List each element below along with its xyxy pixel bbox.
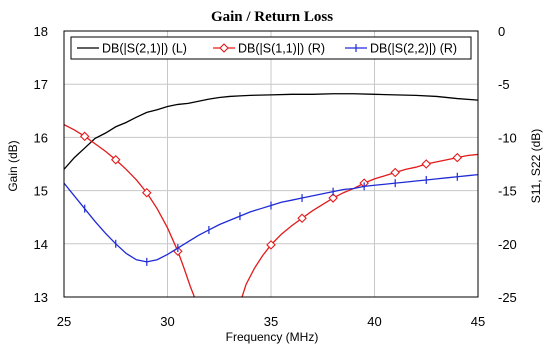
legend-item: DB(|S(2,2)|) (R) bbox=[345, 42, 457, 56]
chart-title: Gain / Return Loss bbox=[211, 9, 333, 25]
data-marker bbox=[421, 159, 432, 169]
data-marker bbox=[390, 167, 400, 178]
y-tick-label-left: 15 bbox=[34, 184, 48, 199]
data-marker bbox=[452, 152, 463, 163]
x-tick-label: 35 bbox=[264, 314, 278, 329]
y-tick-label-left: 16 bbox=[34, 130, 48, 145]
legend: DB(|S(2,1)|) (L) DB(|S(1,1)|) (R) DB(|S(2,… bbox=[70, 36, 472, 60]
y-tick-label-left: 13 bbox=[34, 290, 48, 305]
y-axis-left-title: Gain (dB) bbox=[6, 140, 20, 191]
y-tick-label-left: 14 bbox=[34, 237, 48, 252]
y-tick-label-right: 0 bbox=[498, 24, 505, 39]
y-tick-label-right: -20 bbox=[498, 237, 517, 252]
series-0 bbox=[64, 93, 478, 170]
series-2 bbox=[64, 172, 478, 266]
legend-item: DB(|S(1,1)|) (R) bbox=[213, 42, 325, 56]
tick-labels: 25 30 35 40 45 13 14 15 16 17 18 -25 -20 -15 -10 -5 0 bbox=[34, 24, 517, 329]
series-layer bbox=[64, 93, 478, 297]
plot-frame bbox=[63, 30, 479, 298]
y-tick-label-left: 17 bbox=[34, 77, 48, 92]
y-axis-right-title: S11, S22 (dB) bbox=[529, 129, 543, 203]
y-tick-label-right: -25 bbox=[498, 290, 517, 305]
series-line bbox=[64, 93, 478, 170]
y-tick-label-right: -15 bbox=[498, 184, 517, 199]
y-tick-label-right: -5 bbox=[498, 77, 510, 92]
legend-marker bbox=[219, 43, 229, 53]
x-axis-title: Frequency (MHz) bbox=[226, 330, 319, 344]
data-marker bbox=[142, 187, 152, 198]
legend-label: DB(|S(2,2)|) (R) bbox=[370, 42, 457, 56]
y-tick-label-left: 18 bbox=[34, 24, 48, 39]
legend-label: DB(|S(2,1)|) (L) bbox=[102, 42, 187, 56]
x-tick-label: 40 bbox=[367, 314, 381, 329]
data-marker bbox=[110, 154, 121, 165]
legend-box bbox=[70, 36, 472, 60]
x-tick-label: 30 bbox=[160, 314, 174, 329]
data-marker bbox=[79, 131, 90, 142]
x-tick-label: 25 bbox=[57, 314, 71, 329]
data-marker bbox=[297, 213, 307, 224]
data-marker bbox=[266, 240, 276, 250]
legend-item: DB(|S(2,1)|) (L) bbox=[77, 42, 187, 56]
x-tick-label: 45 bbox=[471, 314, 485, 329]
legend-label: DB(|S(1,1)|) (R) bbox=[238, 42, 325, 56]
data-marker bbox=[328, 193, 338, 203]
y-tick-label-right: -10 bbox=[498, 130, 517, 145]
